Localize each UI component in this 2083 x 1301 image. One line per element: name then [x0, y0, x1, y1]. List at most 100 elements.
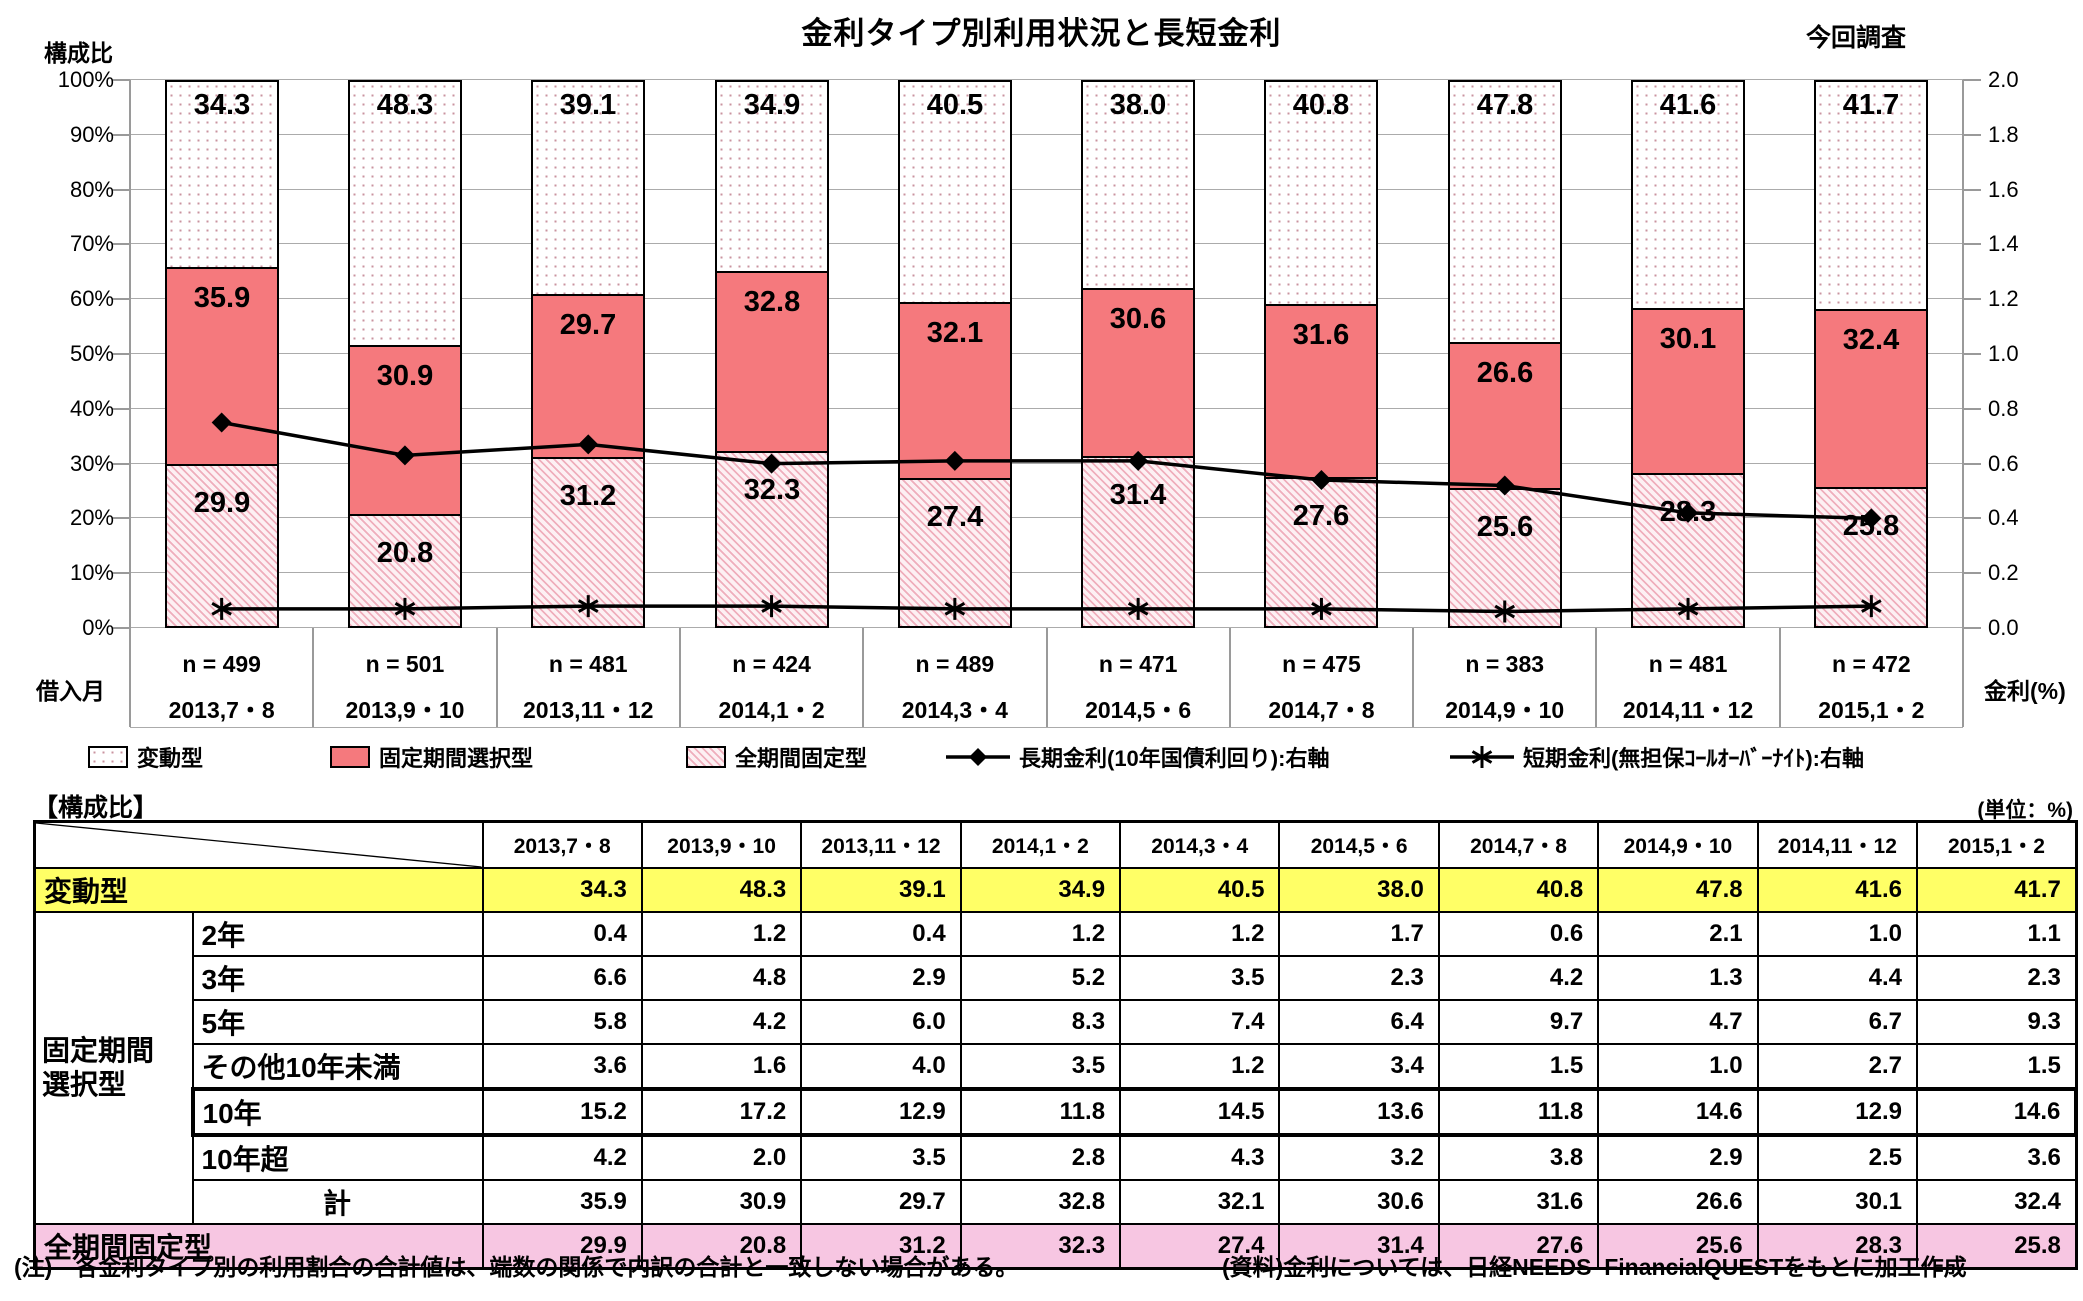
legend-label: 全期間固定型 — [735, 746, 868, 771]
bar-segment-variable — [348, 80, 462, 345]
table-value-cell: 4.8 — [640, 955, 803, 1001]
left-axis-tick — [112, 462, 130, 465]
right-axis-tick-label: 1.0 — [1988, 341, 2019, 366]
table-value-cell: 4.3 — [1119, 1134, 1281, 1181]
table-value-cell: 6.4 — [1278, 999, 1440, 1045]
sub-row-label: 10年 — [190, 1087, 484, 1137]
table-value-cell: 35.9 — [481, 1179, 643, 1225]
sample-size-label: n = 499 — [182, 651, 261, 677]
short-term-rate-line — [221, 604, 1872, 614]
table-value-cell: 31.4 — [1278, 1223, 1440, 1270]
table-value-cell: 4.4 — [1756, 955, 1919, 1001]
bar-value-variable: 48.3 — [376, 89, 434, 121]
sample-size-label: n = 475 — [1282, 651, 1361, 677]
category-label: 2014,7・8 — [1268, 697, 1375, 723]
table-value-cell: 3.8 — [1437, 1134, 1600, 1181]
left-axis-tick-label: 80% — [69, 176, 114, 202]
legend-swatch-icon — [88, 746, 128, 768]
table-value-cell: 34.3 — [481, 867, 643, 913]
sub-row-label: 3年 — [191, 955, 484, 1001]
table-column-header: 2014,3・4 — [1119, 820, 1281, 869]
table-corner-cell — [33, 820, 484, 869]
table-value-cell: 3.5 — [1119, 955, 1281, 1001]
table-value-cell: 48.3 — [640, 867, 803, 913]
legend-item-line-4: 短期金利(無担保ｺｰﾙｵｰﾊﾞｰﾅｲﾄ):右軸 — [1450, 740, 1864, 774]
table-value-cell: 2.7 — [1756, 1043, 1919, 1090]
left-axis-tick — [112, 627, 130, 629]
left-axis-tick-label: 0% — [82, 615, 114, 640]
table-value-cell: 2.9 — [800, 955, 962, 1001]
plot-gridline — [130, 572, 1963, 574]
table-value-cell: 27.4 — [1119, 1223, 1281, 1270]
x-label-separator — [862, 628, 865, 727]
table-value-cell: 26.6 — [1597, 1179, 1759, 1225]
left-axis-tick — [112, 572, 130, 575]
plot-gridline — [130, 407, 1963, 409]
plot-gridline — [130, 298, 1963, 300]
right-axis-tick — [1963, 79, 1981, 81]
bar-value-fixed-select: 32.1 — [926, 317, 984, 349]
table-value-cell: 2.0 — [640, 1134, 803, 1181]
right-axis-tick-label: 1.6 — [1988, 176, 2019, 202]
bar-value-full-fixed: 20.8 — [376, 537, 434, 569]
table-value-cell: 6.7 — [1756, 999, 1919, 1045]
source-note: (資料)金利については、日経NEEDS–FinancialQUESTをもとに加工… — [1222, 1254, 1967, 1280]
legend-label: 短期金利(無担保ｺｰﾙｵｰﾊﾞｰﾅｲﾄ):右軸 — [1523, 746, 1864, 771]
table-value-cell: 12.9 — [1756, 1087, 1919, 1137]
bar-segment-variable — [715, 80, 829, 271]
right-axis-line — [1962, 80, 1964, 727]
left-axis-tick — [112, 353, 130, 355]
left-axis-tick — [112, 517, 130, 520]
table-value-cell: 6.0 — [800, 999, 962, 1045]
right-axis-tick-label: 0.8 — [1988, 395, 2019, 421]
sub-row-label: その他10年未満 — [191, 1043, 484, 1090]
right-axis-tick — [1963, 462, 1981, 465]
legend-label: 固定期間選択型 — [379, 746, 534, 771]
table-value-cell: 11.8 — [1437, 1087, 1600, 1137]
table-value-cell: 41.7 — [1916, 867, 2078, 913]
bar-value-fixed-select: 30.1 — [1659, 323, 1717, 355]
table-value-cell: 7.4 — [1119, 999, 1281, 1045]
x-label-separator — [1595, 628, 1598, 727]
table-value-cell: 1.7 — [1278, 911, 1440, 957]
right-axis-tick-label: 1.8 — [1988, 121, 2019, 147]
table-value-cell: 1.5 — [1437, 1043, 1600, 1090]
table-value-cell: 4.0 — [800, 1043, 962, 1090]
table-value-cell: 1.2 — [959, 911, 1122, 957]
table-unit-label: (単位：%) — [1977, 799, 2073, 822]
table-header-row: 2013,7・8 2013,9・10 2013,11・12 2014,1・2 2014,… — [33, 820, 2078, 869]
table-value-cell: 41.6 — [1756, 867, 1919, 913]
left-axis-tick-label: 40% — [69, 395, 114, 421]
table-value-cell: 0.4 — [481, 911, 643, 957]
table-title: 【構成比】 — [33, 794, 159, 822]
table-value-cell: 1.2 — [1119, 1043, 1281, 1090]
x-label-separator — [1412, 628, 1415, 727]
plot-gridline — [130, 243, 1963, 245]
x-label-separator — [678, 628, 681, 727]
left-axis-tick — [112, 79, 130, 81]
bar-value-fixed-select: 30.6 — [1109, 303, 1167, 335]
x-label-separator — [495, 628, 498, 727]
legend-swatch-icon — [330, 746, 370, 768]
table-value-cell: 0.6 — [1437, 911, 1600, 957]
table-column-header: 2013,11・12 — [800, 820, 962, 869]
table-value-cell: 20.8 — [640, 1223, 803, 1270]
right-axis-tick-label: 0.0 — [1988, 615, 2019, 640]
legend-item-bar-2: 全期間固定型 — [686, 740, 867, 774]
bar-value-full-fixed: 32.3 — [743, 474, 801, 506]
table-value-cell: 32.8 — [959, 1179, 1122, 1225]
table-value-cell: 1.6 — [640, 1043, 803, 1090]
table-value-cell: 2.5 — [1756, 1134, 1919, 1181]
left-axis-tick-label: 90% — [69, 121, 114, 147]
table-value-cell: 34.9 — [959, 867, 1122, 913]
table-value-cell: 27.6 — [1437, 1223, 1600, 1270]
table-value-cell: 32.4 — [1916, 1179, 2078, 1225]
category-label: 2014,5・6 — [1085, 697, 1192, 723]
left-axis-tick — [112, 133, 130, 136]
right-axis-tick — [1963, 517, 1981, 520]
survey-label: 今回調査 — [1806, 24, 1907, 52]
bar-value-full-fixed: 31.2 — [559, 480, 617, 512]
table-value-cell: 14.6 — [1597, 1087, 1759, 1137]
composition-table-grid: 2013,7・8 2013,9・10 2013,11・12 2014,1・2 2014,… — [33, 820, 2079, 1270]
table-value-cell: 29.7 — [800, 1179, 962, 1225]
